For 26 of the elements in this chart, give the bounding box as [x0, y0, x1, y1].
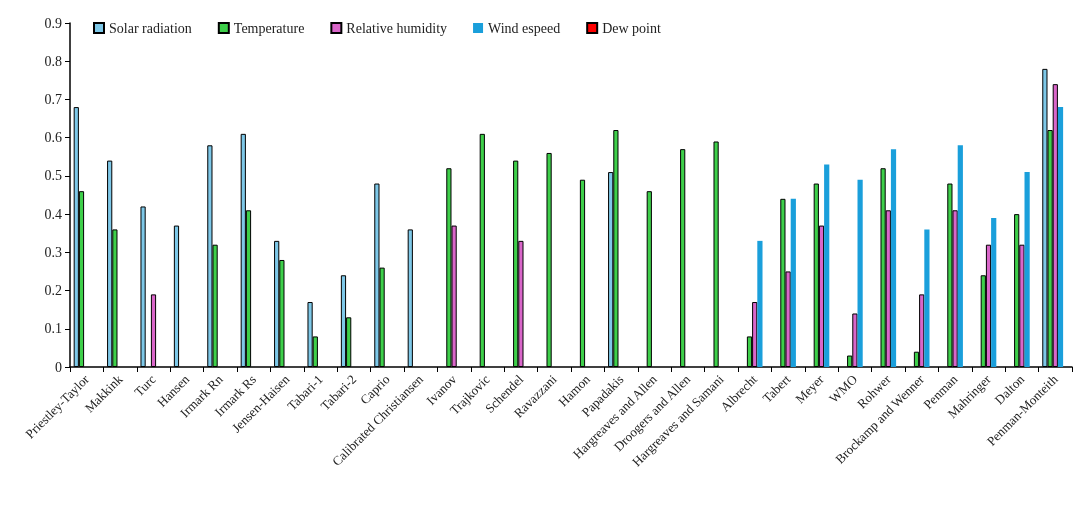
y-tick-label: 0.8 — [44, 53, 62, 69]
y-tick-label: 0.9 — [44, 15, 62, 31]
y-tick-label: 0.2 — [44, 283, 62, 299]
bar — [757, 240, 763, 367]
y-tick-label: 0.3 — [44, 244, 62, 260]
bar — [857, 179, 863, 367]
legend-label: Dew point — [602, 20, 662, 36]
y-tick-label: 0.4 — [44, 206, 62, 222]
legend-label: Relative humidity — [346, 20, 448, 36]
y-tick-label: 0.1 — [44, 321, 62, 337]
y-tick-label: 0.7 — [44, 91, 62, 107]
legend-label: Wind espeed — [488, 20, 561, 36]
bar — [957, 145, 963, 367]
bar — [790, 198, 796, 367]
bar — [1024, 172, 1030, 367]
bar — [991, 217, 997, 367]
bar — [1057, 107, 1064, 367]
y-tick-label: 0.6 — [44, 130, 62, 146]
x-tick-label: Turc — [131, 371, 159, 400]
legend-label: Temperature — [233, 20, 305, 36]
bar — [890, 149, 897, 367]
y-tick-label: 0.5 — [44, 168, 62, 184]
bar — [924, 229, 930, 367]
y-tick-label: 0 — [55, 359, 62, 375]
legend-label: Solar radiation — [109, 20, 192, 36]
bar — [824, 164, 830, 367]
